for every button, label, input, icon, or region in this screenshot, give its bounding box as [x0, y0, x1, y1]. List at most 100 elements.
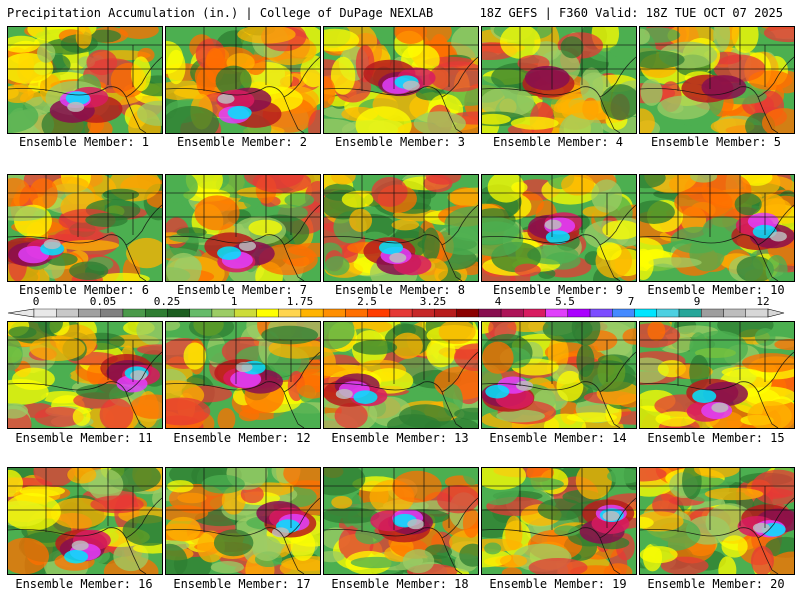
ensemble-member-map	[165, 467, 321, 575]
precipitation-map-image	[324, 175, 478, 281]
colorbar-max-arrow	[767, 308, 785, 318]
colorbar-swatch	[523, 308, 546, 318]
colorbar-tick-label: 3.25	[419, 295, 447, 308]
ensemble-member-map	[165, 174, 321, 282]
ensemble-member-caption: Ensemble Member: 6	[18, 283, 150, 297]
precipitation-map-image	[482, 322, 636, 428]
ensemble-member-map	[481, 321, 637, 429]
ensemble-member-map	[323, 467, 479, 575]
ensemble-member-caption: Ensemble Member: 8	[334, 283, 466, 297]
colorbar-tick-label: 0.05	[89, 295, 117, 308]
ensemble-member-caption: Ensemble Member: 12	[173, 431, 311, 445]
ensemble-member-caption: Ensemble Member: 3	[334, 135, 466, 149]
ensemble-member-map	[165, 321, 321, 429]
ensemble-member-map	[323, 26, 479, 134]
colorbar-swatch	[612, 308, 635, 318]
colorbar-swatch	[456, 308, 480, 318]
colorbar-tick-label: 1.75	[286, 295, 314, 308]
ensemble-member-caption: Ensemble Member: 10	[647, 283, 785, 297]
ensemble-member-map	[481, 467, 637, 575]
ensemble-member-caption: Ensemble Member: 18	[331, 577, 469, 591]
precipitation-map-image	[482, 175, 636, 281]
colorbar-swatch	[678, 308, 702, 318]
colorbar-swatch	[122, 308, 146, 318]
colorbar-swatch	[322, 308, 346, 318]
ensemble-member-map	[7, 26, 163, 134]
ensemble-member-map	[481, 174, 637, 282]
colorbar-swatch	[300, 308, 324, 318]
colorbar-tick-label: 2.5	[357, 295, 377, 308]
colorbar-tick-label: 0	[32, 295, 40, 308]
colorbar-swatch	[278, 308, 302, 318]
ensemble-member-caption: Ensemble Member: 20	[647, 577, 785, 591]
colorbar-swatch	[167, 308, 190, 318]
ensemble-member-caption: Ensemble Member: 13	[331, 431, 469, 445]
colorbar-swatch	[145, 308, 168, 318]
ensemble-member-caption: Ensemble Member: 15	[647, 431, 785, 445]
ensemble-member-caption: Ensemble Member: 11	[15, 431, 153, 445]
colorbar-swatch	[56, 308, 79, 318]
precipitation-map-image	[8, 175, 162, 281]
colorbar-swatch	[367, 308, 391, 318]
precipitation-map-image	[640, 468, 794, 574]
ensemble-member-caption: Ensemble Member: 9	[492, 283, 624, 297]
ensemble-member-caption: Ensemble Member: 1	[18, 135, 150, 149]
ensemble-member-map	[165, 26, 321, 134]
ensemble-member-map	[639, 174, 795, 282]
colorbar-tick-label: 12	[756, 295, 770, 308]
model-valid-time: 18Z GEFS | F360 Valid: 18Z TUE OCT 07 20…	[479, 6, 783, 20]
precipitation-map-image	[324, 468, 478, 574]
colorbar-swatch	[233, 308, 257, 318]
ensemble-member-map	[323, 321, 479, 429]
colorbar: 0 0.05 0.25 1 1.75 2.5 3.25 4 5.5 7 9 12	[0, 295, 800, 318]
precipitation-map-image	[8, 322, 162, 428]
ensemble-member-map	[639, 26, 795, 134]
colorbar-swatch	[478, 308, 502, 318]
precipitation-map-image	[482, 468, 636, 574]
colorbar-swatch	[545, 308, 569, 318]
precipitation-map-image	[166, 27, 320, 133]
colorbar-swatch	[211, 308, 235, 318]
colorbar-min-arrow	[7, 308, 35, 318]
precipitation-map-image	[8, 468, 162, 574]
colorbar-tick-label: 1	[230, 295, 238, 308]
colorbar-swatch	[634, 308, 657, 318]
ensemble-member-map	[7, 321, 163, 429]
ensemble-member-caption: Ensemble Member: 7	[176, 283, 308, 297]
colorbar-tick-label: 9	[693, 295, 701, 308]
colorbar-tick-label: 5.5	[555, 295, 575, 308]
colorbar-swatch	[745, 308, 769, 318]
precipitation-map-image	[8, 27, 162, 133]
colorbar-swatch	[567, 308, 591, 318]
ensemble-member-caption: Ensemble Member: 14	[489, 431, 627, 445]
precipitation-map-image	[324, 322, 478, 428]
colorbar-swatch	[256, 308, 279, 318]
colorbar-swatch	[723, 308, 746, 318]
precipitation-map-image	[166, 322, 320, 428]
precipitation-map-image	[640, 175, 794, 281]
colorbar-tick-label: 0.25	[153, 295, 181, 308]
colorbar-swatch	[389, 308, 413, 318]
colorbar-swatch	[345, 308, 368, 318]
colorbar-tick-label: 4	[494, 295, 502, 308]
precipitation-map-image	[166, 468, 320, 574]
precipitation-map-image	[166, 175, 320, 281]
ensemble-member-map	[639, 321, 795, 429]
colorbar-swatch	[33, 308, 57, 318]
colorbar-scale	[7, 308, 785, 318]
ensemble-member-caption: Ensemble Member: 19	[489, 577, 627, 591]
ensemble-member-caption: Ensemble Member: 2	[176, 135, 308, 149]
ensemble-member-caption: Ensemble Member: 4	[492, 135, 624, 149]
colorbar-swatch	[701, 308, 724, 318]
precipitation-map-image	[482, 27, 636, 133]
colorbar-swatch	[500, 308, 524, 318]
colorbar-tick-label: 7	[627, 295, 635, 308]
ensemble-member-map	[481, 26, 637, 134]
colorbar-swatch	[78, 308, 101, 318]
colorbar-swatch	[434, 308, 457, 318]
colorbar-swatch	[589, 308, 613, 318]
precipitation-map-image	[324, 27, 478, 133]
precipitation-map-image	[640, 322, 794, 428]
ensemble-member-caption: Ensemble Member: 17	[173, 577, 311, 591]
precipitation-map-image	[640, 27, 794, 133]
